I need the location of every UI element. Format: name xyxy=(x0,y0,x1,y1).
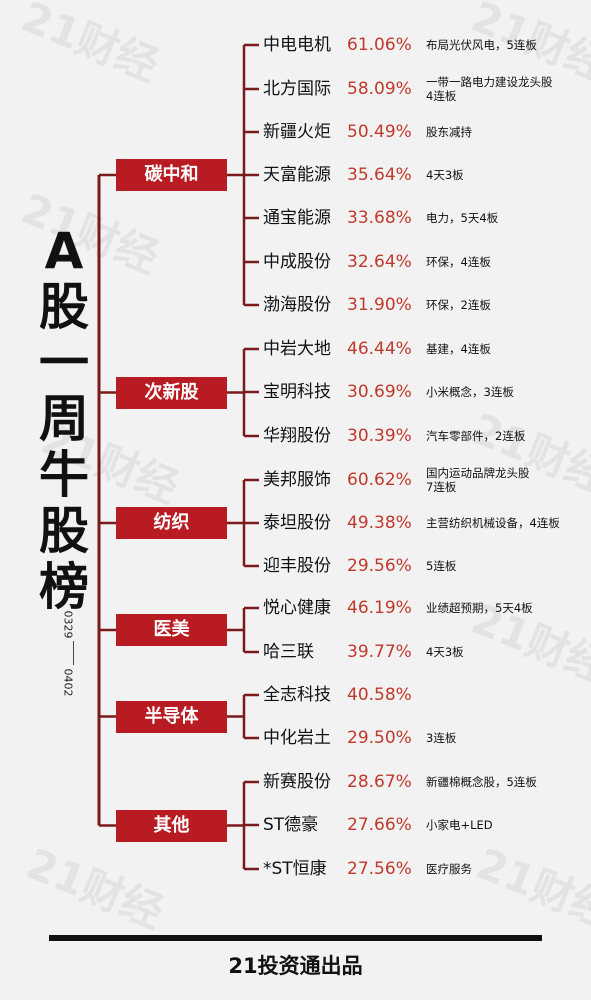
date-divider xyxy=(73,641,74,665)
stock-name: 全志科技 xyxy=(263,685,331,705)
stock-row: 悦心健康 46.19% 业绩超预期，5天4板 xyxy=(263,594,587,622)
category-1: 碳中和 xyxy=(116,159,227,191)
stock-gain: 46.19% xyxy=(347,598,412,618)
stock-note: 环保，2连板 xyxy=(426,298,491,312)
stock-gain: 49.38% xyxy=(347,513,412,533)
stock-gain: 30.69% xyxy=(347,382,412,402)
stock-name: 泰坦股份 xyxy=(263,513,331,533)
stock-name: 哈三联 xyxy=(263,642,314,662)
stock-gain: 27.56% xyxy=(347,859,412,879)
stock-gain: 58.09% xyxy=(347,79,412,99)
stock-name: 中岩大地 xyxy=(263,339,331,359)
stock-row: 新赛股份 28.67% 新疆棉概念股，5连板 xyxy=(263,768,587,796)
stock-name: 新赛股份 xyxy=(263,772,331,792)
stock-name: *ST恒康 xyxy=(263,859,327,879)
stock-gain: 28.67% xyxy=(347,772,412,792)
stock-row: 华翔股份 30.39% 汽车零部件，2连板 xyxy=(263,422,587,450)
stock-note: 4天3板 xyxy=(426,645,464,659)
stock-row: 渤海股份 31.90% 环保，2连板 xyxy=(263,291,587,319)
stock-name: ST德豪 xyxy=(263,815,319,835)
stock-name: 美邦服饰 xyxy=(263,470,331,490)
category-2: 次新股 xyxy=(116,376,227,409)
stock-row: *ST恒康 27.56% 医疗服务 xyxy=(263,855,587,883)
stock-gain: 61.06% xyxy=(347,35,412,55)
stock-name: 北方国际 xyxy=(263,79,331,99)
stock-note: 小米概念，3连板 xyxy=(426,385,514,399)
stock-row: ST德豪 27.66% 小家电+LED xyxy=(263,811,587,839)
stock-gain: 39.77% xyxy=(347,642,412,662)
stock-note: 业绩超预期，5天4板 xyxy=(426,601,533,615)
stock-gain: 40.58% xyxy=(347,685,412,705)
title-char: 周 xyxy=(39,390,89,448)
title-char: 榜 xyxy=(39,558,89,616)
stock-note: 汽车零部件，2连板 xyxy=(426,429,526,443)
stock-name: 通宝能源 xyxy=(263,208,331,228)
stock-row: 新疆火炬 50.49% 股东减持 xyxy=(263,118,587,146)
stock-row: 迎丰股份 29.56% 5连板 xyxy=(263,552,587,580)
stock-row: 全志科技 40.58% xyxy=(263,681,587,709)
stock-row: 中电电机 61.06% 布局光伏风电，5连板 xyxy=(263,31,587,59)
stock-row: 通宝能源 33.68% 电力，5天4板 xyxy=(263,204,587,232)
stock-note: 环保，4连板 xyxy=(426,255,491,269)
stock-gain: 33.68% xyxy=(347,208,412,228)
stock-gain: 31.90% xyxy=(347,295,412,315)
stock-name: 天富能源 xyxy=(263,165,331,185)
stock-gain: 50.49% xyxy=(347,122,412,142)
stock-note: 股东减持 xyxy=(426,125,472,139)
stock-row: 天富能源 35.64% 4天3板 xyxy=(263,161,587,189)
stock-note: 新疆棉概念股，5连板 xyxy=(426,775,537,789)
stock-note: 医疗服务 xyxy=(426,862,472,876)
stock-gain: 32.64% xyxy=(347,252,412,272)
title-char: A xyxy=(44,222,84,280)
stock-name: 华翔股份 xyxy=(263,426,331,446)
category-6: 其他 xyxy=(116,809,227,842)
stock-note: 一带一路电力建设龙头股 4连板 xyxy=(426,75,553,103)
stock-gain: 29.56% xyxy=(347,556,412,576)
footer-credit: 21投资通出品 xyxy=(228,954,363,978)
stock-row: 中成股份 32.64% 环保，4连板 xyxy=(263,248,587,276)
stock-name: 宝明科技 xyxy=(263,382,331,402)
stock-note: 基建，4连板 xyxy=(426,342,491,356)
stock-row: 北方国际 58.09% 一带一路电力建设龙头股 4连板 xyxy=(263,75,587,103)
stock-row: 中岩大地 46.44% 基建，4连板 xyxy=(263,335,587,363)
stock-note: 布局光伏风电，5连板 xyxy=(426,38,537,52)
category-3: 纺织 xyxy=(116,507,227,539)
stock-row: 宝明科技 30.69% 小米概念，3连板 xyxy=(263,378,587,406)
stock-name: 中电电机 xyxy=(263,35,331,55)
stock-gain: 46.44% xyxy=(347,339,412,359)
stock-note: 主营纺织机械设备，4连板 xyxy=(426,516,560,530)
stock-gain: 60.62% xyxy=(347,470,412,490)
stock-name: 渤海股份 xyxy=(263,295,331,315)
stock-name: 新疆火炬 xyxy=(263,122,331,142)
title-char: 牛 xyxy=(39,446,89,504)
title-char: 股 xyxy=(39,502,89,560)
stock-note: 电力，5天4板 xyxy=(426,211,499,225)
stock-gain: 29.50% xyxy=(347,728,412,748)
stock-note: 小家电+LED xyxy=(426,818,493,832)
stock-row: 哈三联 39.77% 4天3板 xyxy=(263,638,587,666)
title-char: 股 xyxy=(39,278,89,336)
stock-gain: 30.39% xyxy=(347,426,412,446)
stock-note: 国内运动品牌龙头股 7连板 xyxy=(426,466,530,494)
stock-row: 中化岩土 29.50% 3连板 xyxy=(263,724,587,752)
title-char: 一 xyxy=(39,334,89,392)
stock-note: 5连板 xyxy=(426,559,457,573)
stock-name: 悦心健康 xyxy=(263,598,331,618)
stock-name: 中成股份 xyxy=(263,252,331,272)
stock-note: 3连板 xyxy=(426,731,457,745)
stock-note: 4天3板 xyxy=(426,168,464,182)
stock-row: 泰坦股份 49.38% 主营纺织机械设备，4连板 xyxy=(263,509,587,537)
category-5: 半导体 xyxy=(116,700,227,733)
stock-gain: 35.64% xyxy=(347,165,412,185)
stock-row: 美邦服饰 60.62% 国内运动品牌龙头股 7连板 xyxy=(263,466,587,494)
stock-gain: 27.66% xyxy=(347,815,412,835)
category-4: 医美 xyxy=(116,614,227,646)
footer-divider xyxy=(49,935,542,941)
stock-name: 迎丰股份 xyxy=(263,556,331,576)
stock-name: 中化岩土 xyxy=(263,728,331,748)
